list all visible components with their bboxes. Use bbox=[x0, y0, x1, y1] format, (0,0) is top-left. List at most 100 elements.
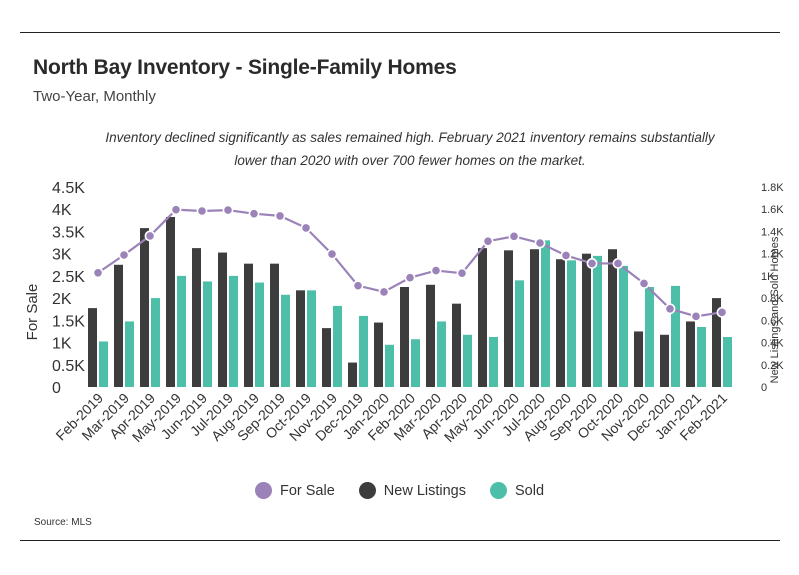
bar-sold bbox=[333, 305, 342, 387]
bar-sold bbox=[723, 337, 732, 387]
legend-item-sold[interactable]: Sold bbox=[489, 482, 545, 499]
bar-new-listings bbox=[322, 328, 331, 387]
point-for-sale bbox=[638, 278, 650, 289]
y-tick-label: 4K bbox=[52, 202, 72, 219]
point-for-sale bbox=[560, 250, 572, 261]
y2-tick-label: 0.2K bbox=[761, 360, 784, 372]
bar-sold bbox=[671, 285, 680, 387]
y2-axis-label: New Listings and Sold Homes bbox=[769, 236, 781, 383]
legend-swatch-for-sale bbox=[254, 482, 272, 499]
point-for-sale bbox=[456, 267, 468, 279]
bar-new-listings bbox=[166, 217, 175, 387]
y-tick-label: 1.5K bbox=[52, 313, 85, 330]
bar-new-listings bbox=[686, 321, 695, 387]
point-for-sale bbox=[352, 280, 364, 292]
y2-tick-label: 0.8K bbox=[761, 293, 784, 305]
point-for-sale bbox=[378, 286, 390, 298]
bar-new-listings bbox=[88, 308, 97, 387]
bottom-rule bbox=[20, 540, 780, 541]
bar-sold bbox=[229, 275, 238, 387]
y2-tick-label: 1.8K bbox=[761, 182, 784, 194]
y-tick-label: 4.5K bbox=[52, 180, 85, 197]
point-for-sale bbox=[612, 258, 624, 269]
point-for-sale bbox=[92, 267, 104, 279]
bar-sold bbox=[203, 281, 212, 387]
y-tick-label: 2K bbox=[52, 291, 72, 308]
bar-new-listings bbox=[374, 322, 383, 387]
point-for-sale bbox=[118, 249, 130, 261]
bar-sold bbox=[619, 265, 628, 387]
bar-sold bbox=[541, 240, 550, 387]
bar-new-listings bbox=[192, 248, 201, 387]
bar-new-listings bbox=[556, 259, 565, 387]
y-tick-label: 3K bbox=[52, 247, 72, 264]
legend: For Sale New Listings Sold bbox=[0, 482, 799, 499]
bar-sold bbox=[359, 315, 368, 387]
y2-tick-label: 0.6K bbox=[761, 315, 784, 327]
bar-new-listings bbox=[270, 263, 279, 387]
bar-sold bbox=[255, 282, 264, 387]
y2-tick-label: 1.4K bbox=[761, 226, 784, 238]
bar-sold bbox=[125, 321, 134, 387]
bar-new-listings bbox=[530, 249, 539, 387]
bar-new-listings bbox=[504, 250, 513, 387]
y-tick-label: 2.5K bbox=[52, 269, 85, 286]
point-for-sale bbox=[274, 210, 286, 222]
bar-new-listings bbox=[608, 249, 617, 387]
bar-sold bbox=[489, 337, 498, 387]
bar-sold bbox=[411, 339, 420, 387]
legend-label-sold: Sold bbox=[514, 482, 545, 499]
bar-new-listings bbox=[478, 248, 487, 387]
annotation-line-2: lower than 2020 with over 700 fewer home… bbox=[234, 153, 586, 168]
point-for-sale bbox=[534, 237, 546, 249]
y2-tick-label: 1K bbox=[761, 271, 775, 283]
point-for-sale bbox=[196, 205, 208, 217]
y2-tick-label: 1.2K bbox=[761, 249, 784, 261]
bar-new-listings bbox=[218, 252, 227, 387]
chart-subtitle: Two-Year, Monthly bbox=[33, 88, 156, 105]
bar-new-listings bbox=[426, 284, 435, 387]
bar-new-listings bbox=[348, 362, 357, 387]
y-tick-label: 3.5K bbox=[52, 224, 85, 241]
bar-sold bbox=[177, 275, 186, 387]
point-for-sale bbox=[144, 230, 156, 242]
chart-title: North Bay Inventory - Single-Family Home… bbox=[33, 56, 457, 79]
legend-swatch-new-listings bbox=[358, 482, 376, 499]
bar-new-listings bbox=[114, 264, 123, 387]
bar-new-listings bbox=[582, 253, 591, 387]
line-for-sale bbox=[97, 208, 723, 318]
bar-new-listings bbox=[140, 228, 149, 387]
y-tick-label: 0 bbox=[52, 380, 61, 397]
legend-label-new-listings: New Listings bbox=[383, 482, 466, 499]
top-rule bbox=[20, 32, 780, 33]
bar-new-listings bbox=[296, 290, 305, 387]
bar-sold bbox=[645, 287, 654, 387]
legend-label-for-sale: For Sale bbox=[279, 482, 335, 499]
bar-sold bbox=[281, 294, 290, 387]
bar-sold bbox=[515, 280, 524, 387]
annotation-line-1: Inventory declined significantly as sale… bbox=[105, 130, 715, 145]
bar-new-listings bbox=[400, 287, 409, 387]
point-for-sale bbox=[586, 258, 598, 269]
bar-sold bbox=[697, 327, 706, 387]
point-for-sale bbox=[326, 248, 338, 260]
bar-sold bbox=[151, 298, 160, 387]
legend-item-for-sale[interactable]: For Sale bbox=[254, 482, 335, 499]
y-tick-label: 0.5K bbox=[52, 358, 85, 375]
legend-item-new-listings[interactable]: New Listings bbox=[358, 482, 466, 499]
chart-annotation: Inventory declined significantly as sale… bbox=[100, 126, 720, 172]
point-for-sale bbox=[248, 208, 260, 220]
point-for-sale bbox=[170, 204, 182, 216]
legend-swatch-sold bbox=[489, 482, 507, 499]
bar-sold bbox=[593, 255, 602, 387]
y2-tick-label: 1.6K bbox=[761, 204, 784, 216]
bar-sold bbox=[385, 344, 394, 387]
y2-tick-label: 0.4K bbox=[761, 338, 784, 350]
bar-new-listings bbox=[452, 303, 461, 387]
bar-sold bbox=[99, 341, 108, 387]
bar-sold bbox=[463, 334, 472, 387]
bar-new-listings bbox=[660, 334, 669, 387]
point-for-sale bbox=[404, 272, 416, 284]
bar-new-listings bbox=[634, 331, 643, 387]
